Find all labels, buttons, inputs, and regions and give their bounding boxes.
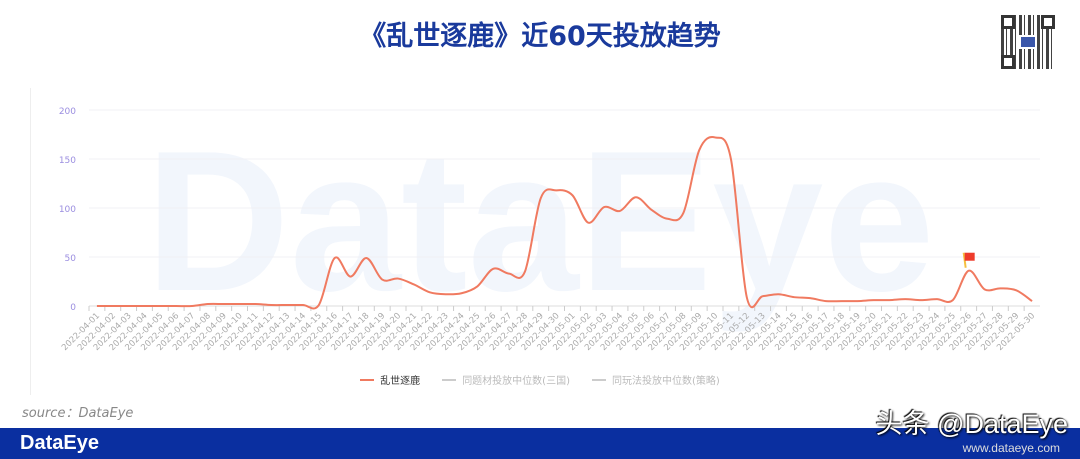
flag-marker-icon — [962, 252, 975, 268]
legend-item[interactable]: 同题材投放中位数(三国) — [442, 372, 570, 387]
legend-swatch — [442, 378, 457, 381]
qr-code — [1001, 15, 1055, 69]
line-chart: DataEye 2022-04-012022-04-022022-04-0320… — [59, 107, 1040, 353]
page-title: 《乱世逐鹿》近60天投放趋势 — [359, 21, 721, 52]
y-tick-label: 100 — [59, 205, 76, 215]
watermark-text: 头条 @DataEye — [875, 409, 1068, 439]
legend-label: 同题材投放中位数(三国) — [462, 376, 570, 387]
legend-item[interactable]: 同玩法投放中位数(策略) — [592, 372, 720, 387]
footer-bar: DataEye — [0, 428, 1080, 459]
legend-swatch — [360, 378, 375, 381]
watermark-url: www.dataeye.com — [962, 441, 1060, 455]
y-tick-label: 150 — [59, 156, 76, 166]
legend-swatch — [592, 378, 606, 381]
background-watermark: DataEye — [145, 110, 934, 333]
y-tick-label: 50 — [65, 254, 77, 264]
chart-legend: 乱世逐鹿 同题材投放中位数(三国) 同玩法投放中位数(策略) — [0, 372, 1080, 387]
footer-logo: DataEye — [20, 432, 99, 454]
y-tick-label: 0 — [70, 303, 76, 313]
legend-label: 同玩法投放中位数(策略) — [612, 376, 720, 387]
chart-frame-border — [30, 88, 31, 395]
legend-item[interactable]: 乱世逐鹿 — [360, 372, 420, 387]
legend-label: 乱世逐鹿 — [380, 376, 421, 387]
y-tick-label: 200 — [59, 107, 76, 117]
source-note: source：DataEye — [22, 406, 134, 421]
